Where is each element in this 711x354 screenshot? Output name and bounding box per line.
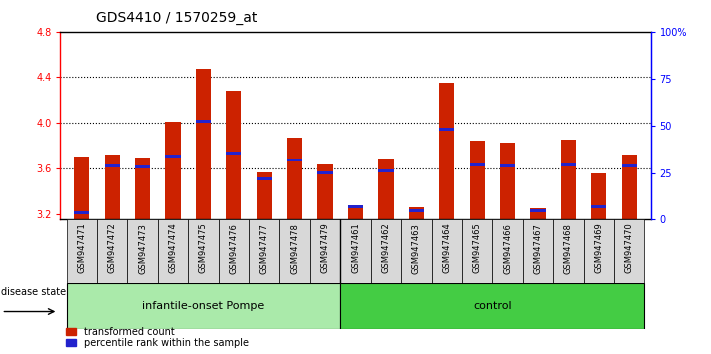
Text: disease state: disease state <box>1 287 67 297</box>
Bar <box>257 172 272 219</box>
Bar <box>226 91 242 219</box>
Bar <box>196 69 211 219</box>
Text: GSM947463: GSM947463 <box>412 223 421 274</box>
Text: GSM947465: GSM947465 <box>473 223 481 273</box>
Bar <box>257 177 272 180</box>
Bar <box>226 152 242 155</box>
Bar <box>105 164 119 167</box>
Text: GSM947469: GSM947469 <box>594 223 604 273</box>
Bar <box>561 163 576 166</box>
Text: GSM947472: GSM947472 <box>107 223 117 273</box>
Text: GSM947461: GSM947461 <box>351 223 360 273</box>
Bar <box>287 138 302 219</box>
Text: GSM947479: GSM947479 <box>321 223 330 273</box>
Text: GSM947462: GSM947462 <box>381 223 390 273</box>
Bar <box>188 219 218 283</box>
Bar <box>378 169 393 172</box>
Bar <box>310 219 341 283</box>
Text: GSM947477: GSM947477 <box>260 223 269 274</box>
Bar <box>469 163 485 166</box>
Legend: transformed count, percentile rank within the sample: transformed count, percentile rank withi… <box>65 326 250 349</box>
Text: infantile-onset Pompe: infantile-onset Pompe <box>142 301 264 311</box>
Text: GSM947468: GSM947468 <box>564 223 573 274</box>
Bar <box>592 173 606 219</box>
Bar <box>439 128 454 131</box>
Text: GSM947470: GSM947470 <box>625 223 634 273</box>
Text: GSM947474: GSM947474 <box>169 223 178 273</box>
Bar <box>348 208 363 219</box>
Text: GSM947478: GSM947478 <box>290 223 299 274</box>
Bar <box>409 207 424 219</box>
Bar <box>614 219 644 283</box>
Bar <box>462 219 493 283</box>
Text: GDS4410 / 1570259_at: GDS4410 / 1570259_at <box>96 11 257 25</box>
Bar <box>196 120 211 123</box>
Bar <box>166 122 181 219</box>
Bar <box>105 155 119 219</box>
Bar <box>500 143 515 219</box>
Bar <box>592 205 606 208</box>
Bar <box>553 219 584 283</box>
Bar <box>287 159 302 161</box>
Bar <box>432 219 462 283</box>
Bar <box>493 219 523 283</box>
Bar <box>621 164 637 167</box>
Text: GSM947466: GSM947466 <box>503 223 512 274</box>
Bar <box>378 159 393 219</box>
Text: GSM947471: GSM947471 <box>77 223 86 273</box>
Bar <box>439 83 454 219</box>
Bar <box>135 165 150 168</box>
Bar <box>279 219 310 283</box>
Bar <box>523 219 553 283</box>
Bar <box>409 209 424 212</box>
Bar <box>74 211 90 214</box>
Bar <box>249 219 279 283</box>
Bar <box>370 219 401 283</box>
Bar <box>348 205 363 208</box>
Bar <box>469 141 485 219</box>
Bar <box>135 158 150 219</box>
Bar <box>67 219 97 283</box>
Bar <box>318 171 333 174</box>
Bar <box>341 219 370 283</box>
Bar <box>401 219 432 283</box>
Bar <box>530 208 545 219</box>
Bar <box>318 164 333 219</box>
Bar <box>530 209 545 212</box>
Text: GSM947476: GSM947476 <box>230 223 238 274</box>
Bar <box>127 219 158 283</box>
Bar <box>500 164 515 167</box>
Bar <box>218 219 249 283</box>
Text: GSM947467: GSM947467 <box>533 223 542 274</box>
Bar <box>561 140 576 219</box>
Text: GSM947464: GSM947464 <box>442 223 451 273</box>
Bar <box>341 283 644 329</box>
Bar <box>67 283 341 329</box>
Text: GSM947475: GSM947475 <box>199 223 208 273</box>
Bar <box>97 219 127 283</box>
Bar <box>166 155 181 158</box>
Bar <box>158 219 188 283</box>
Text: GSM947473: GSM947473 <box>138 223 147 274</box>
Bar <box>74 157 90 219</box>
Bar <box>584 219 614 283</box>
Bar <box>621 155 637 219</box>
Text: control: control <box>473 301 512 311</box>
